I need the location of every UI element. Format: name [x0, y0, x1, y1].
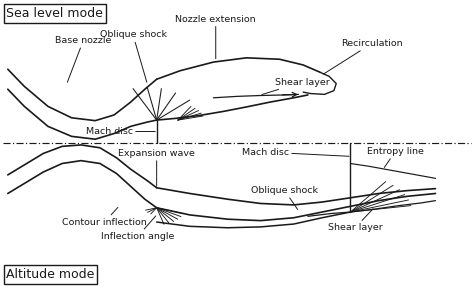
Text: Mach disc: Mach disc [242, 148, 349, 157]
Text: Shear layer: Shear layer [262, 77, 329, 94]
Text: Recirculation: Recirculation [323, 39, 402, 74]
Text: Oblique shock: Oblique shock [251, 186, 318, 210]
Text: Sea level mode: Sea level mode [6, 7, 103, 20]
Text: Inflection angle: Inflection angle [101, 216, 174, 241]
Text: Altitude mode: Altitude mode [6, 268, 95, 281]
Text: Shear layer: Shear layer [328, 209, 383, 232]
Text: Oblique shock: Oblique shock [100, 30, 166, 82]
Text: Expansion wave: Expansion wave [118, 149, 195, 186]
Text: Mach disc: Mach disc [86, 127, 155, 136]
Text: Base nozzle: Base nozzle [55, 36, 111, 82]
Text: Entropy line: Entropy line [367, 147, 424, 168]
Text: Contour inflection: Contour inflection [62, 208, 147, 226]
Text: Nozzle extension: Nozzle extension [175, 15, 256, 59]
